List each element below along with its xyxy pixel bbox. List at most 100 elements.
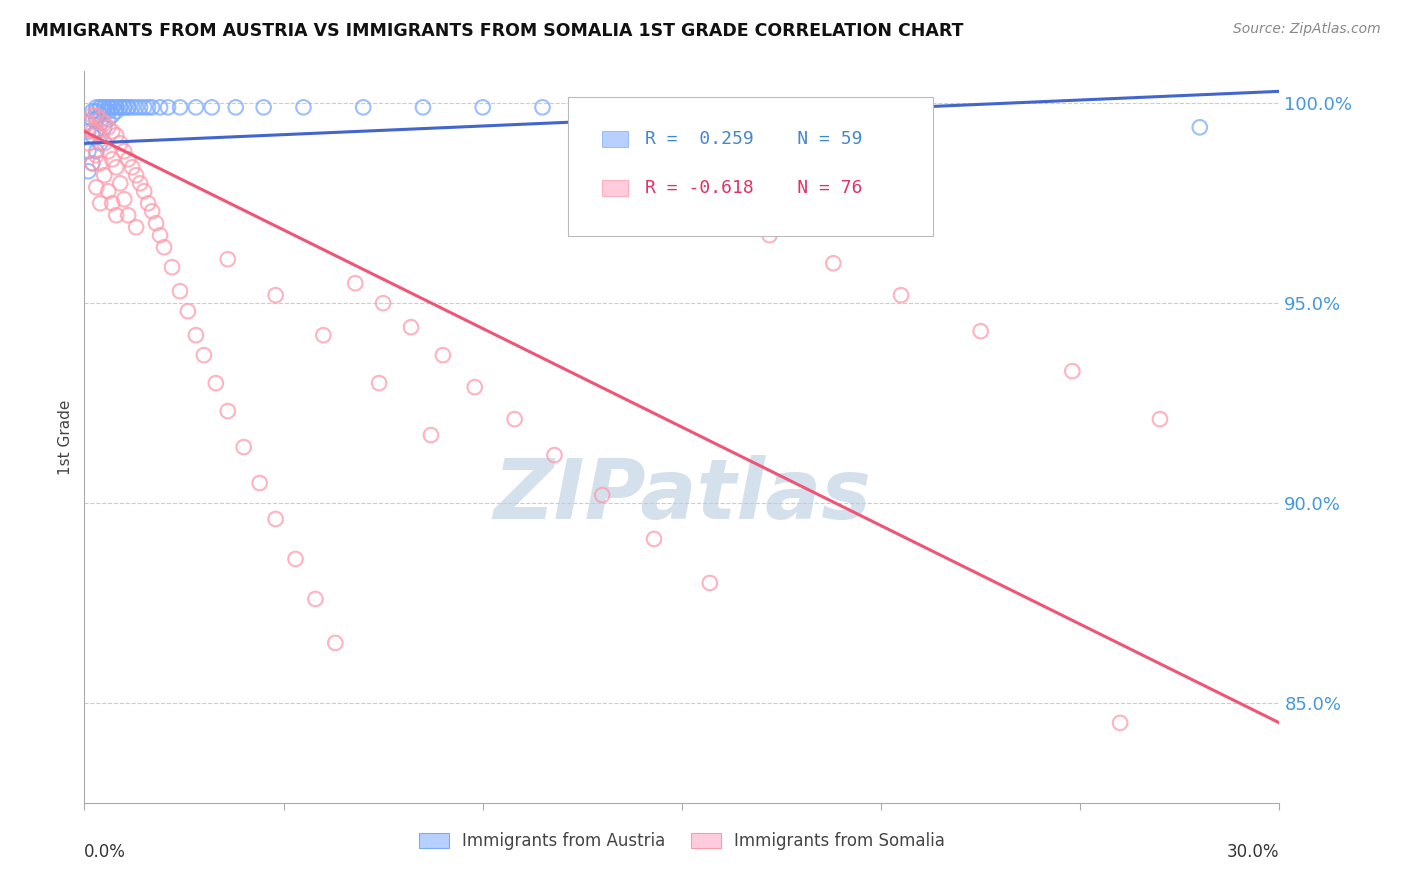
Point <box>117 100 139 114</box>
Point <box>89 100 111 114</box>
Point <box>169 100 191 114</box>
Point <box>82 112 104 127</box>
Point <box>110 100 132 114</box>
Point <box>141 204 163 219</box>
Point <box>82 104 104 119</box>
Point <box>77 116 100 130</box>
Point <box>136 196 159 211</box>
FancyBboxPatch shape <box>568 97 934 236</box>
Point <box>503 412 526 426</box>
Point <box>82 156 104 170</box>
Point <box>93 169 115 183</box>
Point <box>86 148 108 162</box>
Point <box>97 100 120 114</box>
Point <box>591 488 613 502</box>
Point <box>304 591 326 606</box>
Point <box>112 100 135 114</box>
Point <box>970 324 993 338</box>
Point <box>93 100 115 114</box>
Point <box>86 145 108 159</box>
Point <box>531 100 554 114</box>
Point <box>89 112 111 127</box>
Point <box>77 145 100 159</box>
Point <box>132 100 156 114</box>
Text: R = -0.618    N = 76: R = -0.618 N = 76 <box>645 179 862 197</box>
Point <box>93 136 115 151</box>
Point <box>101 124 124 138</box>
Point <box>101 100 124 114</box>
Point <box>292 100 315 114</box>
Point <box>86 180 108 194</box>
Point <box>110 100 132 114</box>
Point <box>890 288 912 302</box>
Point <box>112 100 135 114</box>
Point <box>89 196 111 211</box>
Point <box>471 100 494 114</box>
Point <box>101 108 124 122</box>
Point <box>157 100 180 114</box>
Point <box>129 100 152 114</box>
Point <box>112 145 135 159</box>
Point <box>125 169 148 183</box>
Point <box>105 100 128 114</box>
Point <box>1109 715 1132 730</box>
Point <box>344 276 367 290</box>
Point <box>86 108 108 122</box>
Point <box>86 124 108 138</box>
Point <box>86 104 108 119</box>
Text: Source: ZipAtlas.com: Source: ZipAtlas.com <box>1233 22 1381 37</box>
Point <box>699 576 721 591</box>
Point <box>93 104 115 119</box>
Point <box>110 176 132 190</box>
Point <box>352 100 374 114</box>
Point <box>89 156 111 170</box>
Text: 0.0%: 0.0% <box>84 843 127 861</box>
Point <box>105 161 128 175</box>
Point <box>1149 412 1171 426</box>
Point <box>136 100 159 114</box>
Point <box>184 100 207 114</box>
Point <box>823 256 845 270</box>
Point <box>758 228 780 243</box>
Point <box>93 120 115 135</box>
Point <box>125 100 148 114</box>
Point <box>86 100 108 114</box>
Point <box>89 100 111 114</box>
Point <box>312 328 335 343</box>
Legend: Immigrants from Austria, Immigrants from Somalia: Immigrants from Austria, Immigrants from… <box>412 825 952 856</box>
Point <box>89 128 111 143</box>
Point <box>129 176 152 190</box>
Point <box>82 128 104 143</box>
Point <box>264 512 287 526</box>
Point <box>105 100 128 114</box>
Point <box>612 100 634 114</box>
Point <box>325 636 347 650</box>
Text: ZIPatlas: ZIPatlas <box>494 455 870 536</box>
Point <box>105 104 128 119</box>
Point <box>145 216 167 230</box>
Point <box>121 161 143 175</box>
Point <box>132 184 156 198</box>
Point <box>412 100 434 114</box>
Point <box>117 100 139 114</box>
Point <box>373 296 395 310</box>
Point <box>101 100 124 114</box>
Point <box>82 124 104 138</box>
Point <box>284 552 307 566</box>
Point <box>420 428 443 442</box>
Point <box>82 156 104 170</box>
Point <box>97 100 120 114</box>
Point <box>153 240 176 254</box>
Point <box>217 252 239 267</box>
Point <box>264 288 287 302</box>
Point <box>105 208 128 222</box>
Point <box>710 100 733 114</box>
Point <box>121 100 143 114</box>
Point <box>97 184 120 198</box>
Point <box>125 220 148 235</box>
Point <box>1188 120 1211 135</box>
Point <box>97 104 120 119</box>
Point <box>105 128 128 143</box>
Point <box>149 100 172 114</box>
Point <box>432 348 454 362</box>
